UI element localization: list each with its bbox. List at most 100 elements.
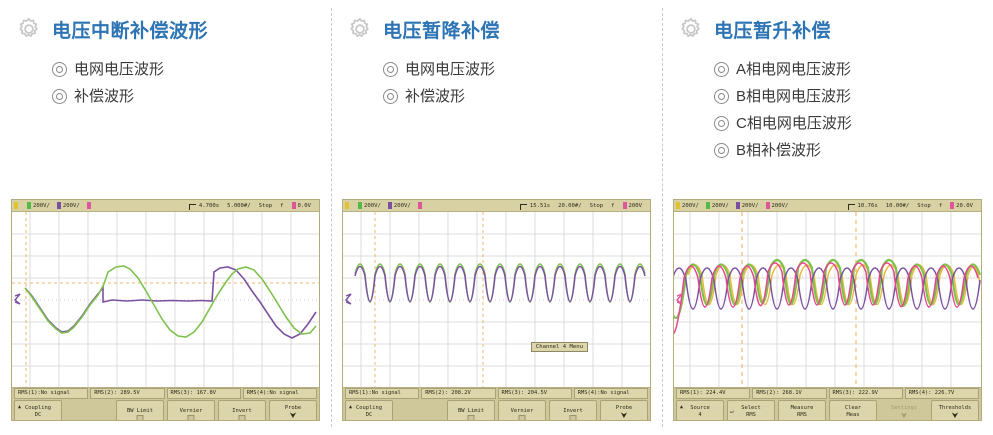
measurement-rms-2: RMS(2): 208.2V <box>421 388 496 399</box>
softkey-probe[interactable]: Probe ⮟ <box>269 400 317 420</box>
softkey-source[interactable]: ▲ Source 4 <box>676 400 724 420</box>
gear-icon <box>19 17 38 38</box>
cursor-lines <box>741 212 857 387</box>
checkbox-icon[interactable] <box>569 415 577 420</box>
softkey-settings: Settings ⮟ <box>880 400 928 420</box>
softkey-coupling[interactable]: ▲ Coupling DC <box>345 400 393 420</box>
scope-top-bar: 200V/ 200V/ 4.700s 5.000#/ Stop f 0.0V <box>12 200 319 212</box>
bullet-ring-icon <box>383 62 398 77</box>
softkey-bar: ▲ Coupling DC BW Limit Vernier Invert <box>12 399 319 420</box>
compensation-trace <box>354 265 646 302</box>
chevron-down-icon: ⮟ <box>620 410 628 420</box>
checkbox-icon[interactable] <box>467 415 475 420</box>
run-state: Stop <box>917 202 931 209</box>
softkey-vernier[interactable]: Vernier <box>498 400 546 420</box>
list-item-label: 补偿波形 <box>405 88 466 105</box>
channel-ground-marker-icon <box>14 293 21 305</box>
softkey-invert[interactable]: Invert <box>549 400 597 420</box>
measurement-rms-4: RMS(4): 226.7V <box>904 388 979 399</box>
trigger-source-chip-icon <box>291 202 296 209</box>
oscilloscope-screenshot-1: 200V/ 200V/ 4.700s 5.000#/ Stop f 0.0V <box>11 199 320 421</box>
bullet-ring-icon <box>52 89 67 104</box>
page-title: 电压暂降补偿 <box>383 20 501 42</box>
cursor-lines <box>374 212 484 387</box>
softkey-thresholds[interactable]: Thresholds ⮟ <box>931 400 979 420</box>
softkey-line1: Probe <box>615 404 633 411</box>
softkey-line2: RMS <box>746 411 756 418</box>
softkey-probe[interactable]: Probe ⮟ <box>600 400 648 420</box>
checkbox-icon[interactable] <box>518 415 526 420</box>
measurement-rms-3: RMS(3): 204.5V <box>497 388 572 399</box>
channel-menu-tooltip: Channel 4 Menu <box>530 342 588 352</box>
bullet-list: A相电网电压波形 B相电网电压波形 C相电网电压波形 B相补偿波形 <box>714 56 993 164</box>
measurement-rms-1: RMS(1):No signal <box>345 388 420 399</box>
softkey-vernier[interactable]: Vernier <box>167 400 215 420</box>
measurement-bar: RMS(1):No signal RMS(2): 208.2V RMS(3): … <box>343 388 650 399</box>
channel-2-chip-icon <box>27 202 31 209</box>
softkey-line1: Source <box>690 404 710 411</box>
softkey-measure[interactable]: Measure RMS <box>778 400 826 420</box>
channel-3-scale: 200V/ <box>393 202 411 209</box>
panel-divider-1 <box>331 8 332 427</box>
checkbox-icon[interactable] <box>238 415 246 420</box>
list-item: A相电网电压波形 <box>714 56 993 83</box>
bullet-ring-icon <box>714 89 729 104</box>
waveform-svg <box>343 212 650 387</box>
list-item-label: 电网电压波形 <box>405 61 496 78</box>
softkey-bw-limit[interactable]: BW Limit <box>116 400 164 420</box>
bullet-ring-icon <box>714 143 729 158</box>
softkey-clear-meas[interactable]: Clear Meas <box>829 400 877 420</box>
softkey-coupling[interactable]: ▲ Coupling DC <box>14 400 62 420</box>
softkey-blank[interactable] <box>65 400 113 420</box>
oscilloscope-screenshot-2: 200V/ 200V/ 15.51s 20.00#/ Stop f 200V <box>342 199 651 421</box>
softkey-line1: Coupling <box>356 404 382 411</box>
channel-4-chip-icon <box>417 202 422 209</box>
bullet-ring-icon <box>383 89 398 104</box>
oscilloscope-screenshot-3: 200V/ 200V/ 200V/ 200V/ 10.76s 10.00#/ S… <box>673 199 982 421</box>
trigger-marker-icon <box>519 203 527 210</box>
channel-ground-marker-icon <box>345 293 352 305</box>
softkey-line1: Invert <box>232 408 252 414</box>
checkbox-icon[interactable] <box>136 415 144 420</box>
bullet-ring-icon <box>714 116 729 131</box>
channel-4-chip-icon <box>86 202 91 209</box>
softkey-line2: 4 <box>698 411 702 418</box>
measurement-rms-1: RMS(1):No signal <box>14 388 89 399</box>
checkbox-icon[interactable] <box>187 415 195 420</box>
trigger-source-chip-icon <box>622 202 627 209</box>
softkey-invert[interactable]: Invert <box>218 400 266 420</box>
list-item-label: B相补偿波形 <box>736 142 822 159</box>
grid-lines <box>12 212 319 387</box>
list-item-label: 补偿波形 <box>74 88 135 105</box>
list-item: 电网电压波形 <box>383 56 662 83</box>
softkey-select[interactable]: ↵ Select RMS <box>727 400 775 420</box>
trigger-level: 20.0V <box>956 202 973 209</box>
list-item-label: A相电网电压波形 <box>736 61 852 78</box>
softkey-line1: BW Limit <box>458 408 484 414</box>
panel-header: 电压暂降补偿 <box>331 0 662 46</box>
phase-c-trace <box>674 267 981 310</box>
list-item: 补偿波形 <box>383 83 662 110</box>
grid-voltage-trace <box>24 265 317 338</box>
softkey-bw-limit[interactable]: BW Limit <box>447 400 495 420</box>
channel-1-chip-icon <box>676 202 680 209</box>
up-arrow-icon: ▲ <box>349 404 353 410</box>
panel-voltage-sag: 电压暂降补偿 电网电压波形 补偿波形 200V/ 200V/ <box>331 0 662 435</box>
channel-2-scale: 200V/ <box>711 202 729 209</box>
channel-3-chip-icon <box>56 202 61 209</box>
select-entry-icon: ↵ <box>730 408 734 415</box>
waveform-svg <box>674 212 981 387</box>
chevron-down-icon: ⮟ <box>951 410 959 420</box>
list-item: C相电网电压波形 <box>714 110 993 137</box>
softkey-line1: Invert <box>563 408 583 414</box>
softkey-line1: Probe <box>284 404 302 411</box>
softkey-blank[interactable] <box>396 400 444 420</box>
run-state: Stop <box>258 202 273 209</box>
softkey-line1: BW Limit <box>127 408 153 414</box>
time-position: 4.700s <box>198 202 220 209</box>
channel-indicators: 200V/ 200V/ 200V/ 200V/ <box>676 202 795 209</box>
bullet-ring-icon <box>714 62 729 77</box>
measurement-rms-2: RMS(2): 268.1V <box>752 388 827 399</box>
list-item: 电网电压波形 <box>52 56 331 83</box>
